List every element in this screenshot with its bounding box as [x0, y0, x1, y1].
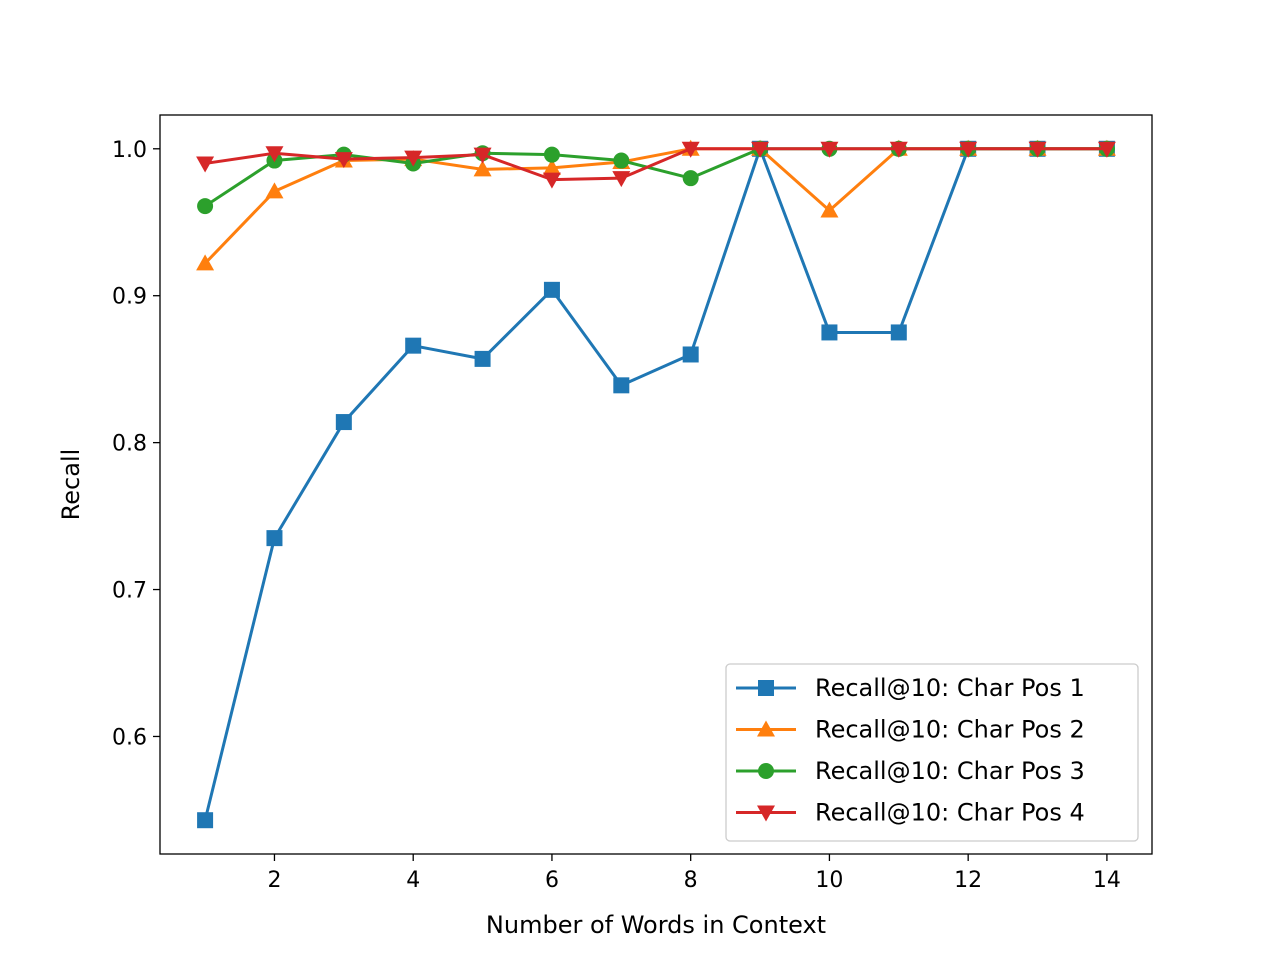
data-point [196, 254, 215, 271]
data-point [682, 346, 699, 363]
x-tick-label: 4 [406, 868, 420, 893]
legend-marker [757, 805, 775, 822]
data-point [266, 530, 283, 547]
x-axis-label: Number of Words in Context [486, 911, 826, 939]
data-point [821, 324, 838, 341]
legend-item: Recall@10: Char Pos 1 [736, 674, 1085, 702]
data-point [543, 281, 560, 298]
data-point [1028, 141, 1047, 158]
data-point [613, 377, 630, 394]
data-point [612, 171, 631, 188]
data-point [613, 152, 630, 169]
series-line [203, 147, 1109, 823]
data-point [334, 152, 353, 169]
legend: Recall@10: Char Pos 1 Recall@10: Char Pos… [725, 663, 1139, 842]
data-point [405, 337, 422, 354]
data-point [473, 147, 492, 164]
y-axis-label: Recall [57, 449, 85, 521]
legend-marker [758, 763, 774, 779]
data-point [682, 170, 699, 187]
legend-item: Recall@10: Char Pos 2 [736, 716, 1085, 744]
y-tick-label: 0.7 [112, 579, 147, 604]
legend-label: Recall@10: Char Pos 3 [815, 757, 1085, 785]
legend-marker [758, 680, 774, 696]
data-point [543, 146, 560, 163]
x-tick-label: 10 [815, 868, 843, 893]
x-tick-label: 12 [954, 868, 982, 893]
data-point [473, 160, 492, 177]
axis-ticks: 2 4 6 8 10 12 14 0.6 0.7 0.8 0.9 1.0 [112, 138, 1121, 893]
legend-marker [757, 720, 775, 737]
y-tick-label: 1.0 [112, 138, 147, 163]
data-point [196, 156, 215, 173]
data-point [265, 146, 284, 163]
data-point [820, 141, 839, 158]
data-point [959, 141, 978, 158]
y-tick-label: 0.9 [112, 285, 147, 310]
data-point [820, 201, 839, 218]
data-point [889, 141, 908, 158]
data-point [890, 324, 907, 341]
data-point [197, 812, 214, 829]
data-point [1097, 141, 1116, 158]
data-point [542, 172, 561, 189]
data-point [335, 414, 352, 431]
data-point [265, 182, 284, 199]
series-layer [196, 139, 1116, 829]
data-point [474, 350, 491, 367]
series-line [203, 147, 1109, 182]
legend-item: Recall@10: Char Pos 4 [736, 799, 1085, 827]
data-point [542, 158, 561, 175]
legend-label: Recall@10: Char Pos 2 [815, 716, 1085, 744]
legend-box [725, 663, 1139, 842]
y-tick-label: 0.8 [112, 432, 147, 457]
legend-item: Recall@10: Char Pos 3 [736, 757, 1085, 785]
x-tick-label: 14 [1093, 868, 1121, 893]
legend-label: Recall@10: Char Pos 1 [815, 674, 1085, 702]
data-point [404, 150, 423, 167]
data-point [751, 141, 770, 158]
data-point [197, 198, 214, 215]
x-tick-label: 6 [545, 868, 559, 893]
x-tick-label: 8 [684, 868, 698, 893]
series-4 [196, 141, 1116, 189]
data-point [681, 141, 700, 158]
x-tick-label: 2 [267, 868, 281, 893]
plot-frame [159, 114, 1153, 855]
legend-label: Recall@10: Char Pos 4 [815, 799, 1085, 827]
y-tick-label: 0.6 [112, 725, 147, 750]
